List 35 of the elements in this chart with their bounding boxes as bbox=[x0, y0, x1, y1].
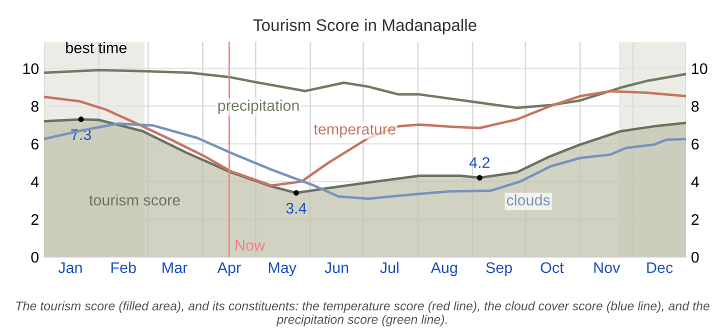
x-tick-label: Jul bbox=[380, 262, 398, 274]
x-tick-label: Nov bbox=[594, 262, 620, 274]
line-series bbox=[44, 90, 686, 187]
x-tick-label: Jun bbox=[324, 262, 348, 274]
x-tick-label: Apr bbox=[217, 262, 241, 276]
x-tick-label: Jan bbox=[58, 262, 82, 274]
y-tick-label: 4 bbox=[30, 176, 39, 188]
y2-tick-label: 8 bbox=[692, 100, 699, 112]
x-tick-label: Oct bbox=[540, 262, 564, 274]
x-tick-label: May bbox=[268, 262, 297, 276]
y2-tick-label: 2 bbox=[692, 214, 699, 225]
y-tick-label: 8 bbox=[31, 100, 38, 112]
y2-tick-label: 4 bbox=[691, 176, 699, 188]
x-tick-label: Feb bbox=[111, 262, 136, 274]
ref-line-label: Now bbox=[236, 240, 266, 251]
annotation: 3.4 bbox=[286, 202, 306, 214]
y2-tick-label: 6 bbox=[692, 138, 699, 150]
x-tick-label: Dec bbox=[647, 262, 673, 274]
series-label: tourism score bbox=[89, 194, 180, 206]
x-tick-label: Sep bbox=[486, 262, 512, 276]
x-tick-label: Mar bbox=[162, 262, 188, 274]
series-label: clouds bbox=[506, 194, 550, 206]
series-label: temperature bbox=[314, 124, 396, 138]
text: The tourism score (filled area), and its constituents: the temperature score (red line), the cloud cover score (blue line), and the precipitation score (green line). bbox=[16, 301, 710, 326]
y2-tick-label: 10 bbox=[692, 63, 708, 74]
chart-title: Tourism Score in Madanapalle bbox=[253, 18, 476, 34]
x-tick-label: Aug bbox=[430, 262, 457, 276]
y-tick-label: 10 bbox=[23, 63, 39, 74]
band-label: best time bbox=[66, 42, 126, 54]
y-tick-label: 2 bbox=[31, 214, 38, 225]
y-tick-label: 6 bbox=[31, 138, 38, 150]
annotation: 4.2 bbox=[469, 157, 490, 168]
series-label: precipitation bbox=[218, 100, 299, 114]
y-tick-label: 0 bbox=[31, 252, 39, 263]
y2-tick-label: 0 bbox=[691, 252, 699, 263]
